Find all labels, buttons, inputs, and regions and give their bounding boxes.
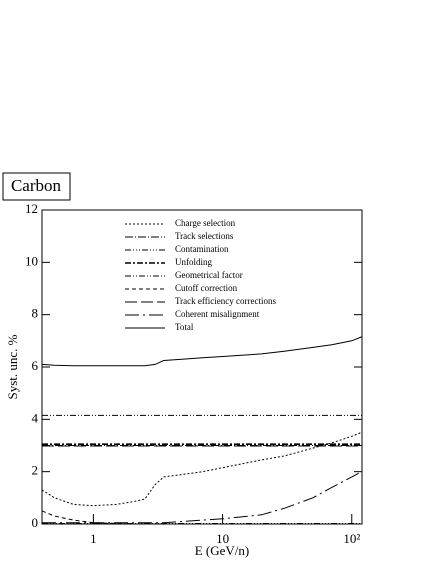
x-axis-label: E (GeV/n): [195, 543, 250, 558]
legend-label: Total: [175, 322, 194, 332]
legend-label: Cutoff correction: [175, 283, 238, 293]
y-tick-label: 8: [32, 306, 39, 321]
y-tick-label: 0: [32, 515, 39, 530]
legend-label: Track efficiency corrections: [175, 296, 276, 306]
legend-label: Track selections: [175, 231, 234, 241]
x-tick-label: 1: [90, 531, 97, 546]
x-tick-label: 10: [216, 531, 229, 546]
series-line: [42, 471, 362, 524]
legend-label: Contamination: [175, 244, 229, 254]
series-line: [41, 510, 362, 525]
legend-label: Coherent misalignment: [175, 309, 260, 319]
y-axis-label: Syst. unc. %: [5, 334, 20, 399]
y-tick-label: 6: [32, 358, 39, 373]
series-line: [41, 336, 362, 367]
y-tick-label: 12: [25, 201, 38, 216]
y-tick-label: 2: [32, 463, 39, 478]
series-line: [41, 431, 362, 507]
title-box: [2, 172, 71, 201]
chart-title: Carbon: [11, 176, 62, 195]
x-tick-label: 10²: [343, 531, 360, 546]
legend-label: Charge selection: [175, 218, 236, 228]
legend-label: Unfolding: [175, 257, 212, 267]
y-tick-label: 4: [32, 410, 39, 425]
y-tick-label: 10: [25, 253, 38, 268]
legend-label: Geometrical factor: [175, 270, 243, 280]
